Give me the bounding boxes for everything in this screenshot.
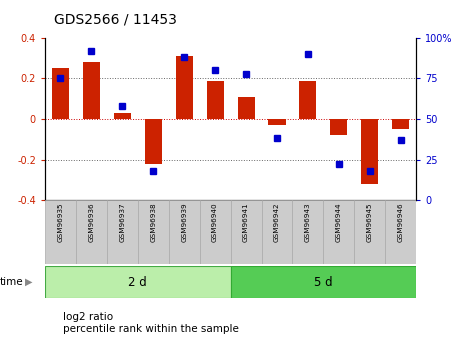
Bar [175,56,193,119]
Bar [330,119,347,135]
Text: GSM96946: GSM96946 [398,202,404,242]
Bar [114,113,131,119]
Bar [324,200,354,264]
Bar [354,200,385,264]
Bar [231,266,416,298]
Bar [45,266,231,298]
Bar [269,119,286,125]
Text: GSM96937: GSM96937 [119,202,125,242]
Bar [76,200,107,264]
Bar [200,200,231,264]
Bar [52,68,69,119]
Text: GSM96944: GSM96944 [336,202,342,242]
Text: percentile rank within the sample: percentile rank within the sample [63,324,239,334]
Bar [392,119,409,129]
Text: GSM96942: GSM96942 [274,202,280,242]
Text: GSM96939: GSM96939 [181,202,187,242]
Text: GSM96943: GSM96943 [305,202,311,242]
Bar [299,80,316,119]
Bar [207,80,224,119]
Text: 5 d: 5 d [314,276,333,288]
Bar [231,200,262,264]
Text: GSM96935: GSM96935 [57,202,63,242]
Text: ▶: ▶ [25,277,32,287]
Text: time: time [0,277,24,287]
Bar [385,200,416,264]
Text: GSM96945: GSM96945 [367,202,373,242]
Bar [361,119,378,184]
Bar [237,97,254,119]
Text: GSM96938: GSM96938 [150,202,156,242]
Bar [169,200,200,264]
Bar [83,62,100,119]
Bar [292,200,324,264]
Text: GSM96941: GSM96941 [243,202,249,242]
Bar [262,200,292,264]
Text: GDS2566 / 11453: GDS2566 / 11453 [54,12,177,26]
Bar [45,200,76,264]
Bar [138,200,169,264]
Text: 2 d: 2 d [128,276,147,288]
Text: GSM96936: GSM96936 [88,202,94,242]
Text: log2 ratio: log2 ratio [63,312,113,322]
Bar [107,200,138,264]
Bar [145,119,162,164]
Text: GSM96940: GSM96940 [212,202,218,242]
